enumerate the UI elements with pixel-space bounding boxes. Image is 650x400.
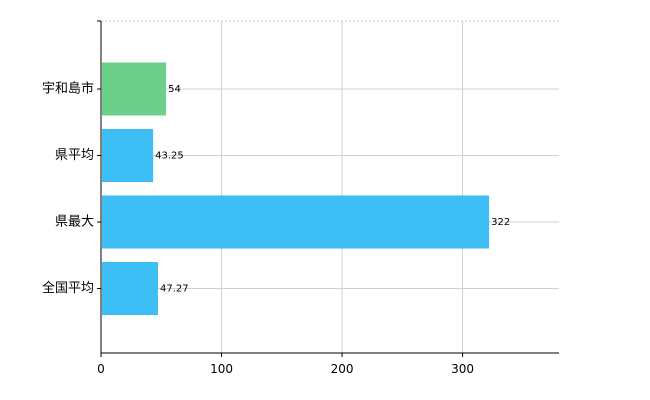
- data-label: 47.27: [160, 284, 189, 295]
- category-label: 県平均: [55, 148, 94, 163]
- x-tick-label: 0: [97, 362, 105, 376]
- bar: [102, 62, 167, 116]
- data-label: 54: [168, 84, 181, 95]
- data-label: 322: [491, 217, 510, 228]
- x-tick-label: 300: [451, 362, 474, 376]
- bar: [102, 262, 158, 315]
- category-label: 宇和島市: [42, 81, 94, 97]
- category-label: 全国平均: [42, 280, 94, 296]
- x-tick-label: 100: [210, 362, 233, 376]
- bar: [102, 129, 154, 182]
- x-tick-label: 200: [331, 362, 354, 376]
- grid-layer: [101, 20, 559, 353]
- axis-layer: [97, 20, 559, 357]
- data-label: 43.25: [155, 151, 184, 162]
- label-layer: 宇和島市 54 県平均 43.25 県最大 322 全国平均 47.27 0 100 200 300: [42, 81, 510, 377]
- bar: [102, 195, 490, 249]
- bar-layer: [102, 62, 490, 315]
- category-label: 県最大: [55, 215, 94, 230]
